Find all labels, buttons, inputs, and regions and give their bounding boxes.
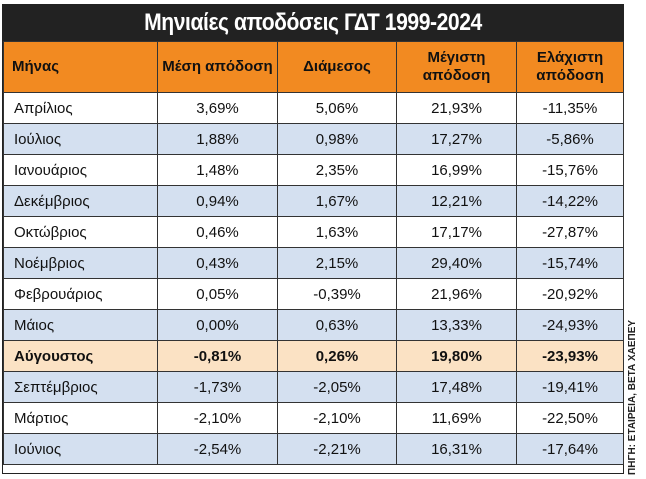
cell-median: 0,26% <box>277 340 397 372</box>
cell-mean: -1,73% <box>157 371 278 403</box>
cell-mean: 3,69% <box>157 92 278 124</box>
cell-median: -0,39% <box>277 278 397 310</box>
cell-max: 17,27% <box>396 123 517 155</box>
table-row: Ιανουάριος 1,48% 2,35% 16,99% -15,76% <box>3 154 624 186</box>
cell-median: 5,06% <box>277 92 397 124</box>
cell-mean: 1,88% <box>157 123 278 155</box>
cell-month: Νοέμβριος <box>3 247 158 279</box>
table-row: Φεβρουάριος 0,05% -0,39% 21,96% -20,92% <box>3 278 624 310</box>
cell-median: 2,35% <box>277 154 397 186</box>
cell-mean: -2,54% <box>157 433 278 465</box>
table-row: Απρίλιος 3,69% 5,06% 21,93% -11,35% <box>3 92 624 124</box>
table-row: Ιούλιος 1,88% 0,98% 17,27% -5,86% <box>3 123 624 155</box>
header-max: Μέγιστη απόδοση <box>396 41 517 93</box>
cell-median: 1,63% <box>277 216 397 248</box>
cell-month: Αύγουστος <box>3 340 158 372</box>
cell-min: -20,92% <box>516 278 624 310</box>
cell-mean: -0,81% <box>157 340 278 372</box>
cell-max: 16,31% <box>396 433 517 465</box>
cell-min: -17,64% <box>516 433 624 465</box>
cell-min: -19,41% <box>516 371 624 403</box>
cell-mean: 0,05% <box>157 278 278 310</box>
header-median: Διάμεσος <box>277 41 397 93</box>
table-row: Οκτώβριος 0,46% 1,63% 17,17% -27,87% <box>3 216 624 248</box>
cell-median: -2,05% <box>277 371 397 403</box>
cell-max: 11,69% <box>396 402 517 434</box>
cell-max: 16,99% <box>396 154 517 186</box>
cell-month: Φεβρουάριος <box>3 278 158 310</box>
cell-max: 17,48% <box>396 371 517 403</box>
table-row: Μάιος 0,00% 0,63% 13,33% -24,93% <box>3 309 624 341</box>
cell-mean: 0,43% <box>157 247 278 279</box>
cell-max: 17,17% <box>396 216 517 248</box>
table-row: Δεκέμβριος 0,94% 1,67% 12,21% -14,22% <box>3 185 624 217</box>
cell-max: 21,96% <box>396 278 517 310</box>
table-row: Νοέμβριος 0,43% 2,15% 29,40% -15,74% <box>3 247 624 279</box>
cell-min: -15,76% <box>516 154 624 186</box>
cell-max: 29,40% <box>396 247 517 279</box>
table-row: Σεπτέμβριος -1,73% -2,05% 17,48% -19,41% <box>3 371 624 403</box>
cell-median: 0,98% <box>277 123 397 155</box>
cell-min: -14,22% <box>516 185 624 217</box>
cell-median: 1,67% <box>277 185 397 217</box>
cell-month: Μάρτιος <box>3 402 158 434</box>
cell-median: -2,10% <box>277 402 397 434</box>
cell-max: 12,21% <box>396 185 517 217</box>
table-row: Ιούνιος -2,54% -2,21% 16,31% -17,64% <box>3 433 624 465</box>
cell-mean: -2,10% <box>157 402 278 434</box>
header-mean: Μέση απόδοση <box>157 41 278 93</box>
cell-month: Δεκέμβριος <box>3 185 158 217</box>
cell-min: -15,74% <box>516 247 624 279</box>
cell-mean: 0,46% <box>157 216 278 248</box>
header-month: Μήνας <box>3 41 158 93</box>
cell-min: -27,87% <box>516 216 624 248</box>
header-min: Ελάχιστη απόδοση <box>516 41 624 93</box>
header-row: Μήνας Μέση απόδοση Διάμεσος Μέγιστη απόδ… <box>3 41 624 93</box>
cell-month: Ιανουάριος <box>3 154 158 186</box>
table-row: Μάρτιος -2,10% -2,10% 11,69% -22,50% <box>3 402 624 434</box>
cell-max: 13,33% <box>396 309 517 341</box>
cell-month: Μάιος <box>3 309 158 341</box>
cell-min: -23,93% <box>516 340 624 372</box>
cell-min: -11,35% <box>516 92 624 124</box>
source-note: ΠΗΓΗ: ΕΤΑΙΡΕΙΑ, ΒΕΤΑ ΧΑΕΠΕΥ <box>627 319 638 475</box>
cell-mean: 0,00% <box>157 309 278 341</box>
cell-month: Ιούλιος <box>3 123 158 155</box>
cell-max: 21,93% <box>396 92 517 124</box>
cell-mean: 0,94% <box>157 185 278 217</box>
cell-median: 2,15% <box>277 247 397 279</box>
cell-median: 0,63% <box>277 309 397 341</box>
cell-min: -24,93% <box>516 309 624 341</box>
cell-month: Απρίλιος <box>3 92 158 124</box>
cell-min: -5,86% <box>516 123 624 155</box>
table-title: Μηνιαίες αποδόσεις ΓΔΤ 1999-2024 <box>40 5 586 41</box>
cell-min: -22,50% <box>516 402 624 434</box>
cell-median: -2,21% <box>277 433 397 465</box>
cell-month: Ιούνιος <box>3 433 158 465</box>
cell-mean: 1,48% <box>157 154 278 186</box>
table-body: Απρίλιος 3,69% 5,06% 21,93% -11,35% Ιούλιος 1,… <box>3 92 624 465</box>
table-row: Αύγουστος -0,81% 0,26% 19,80% -23,93% <box>3 340 624 372</box>
returns-table-panel: Μηνιαίες αποδόσεις ΓΔΤ 1999-2024 Μήνας Μ… <box>2 4 624 474</box>
title-bar: Μηνιαίες αποδόσεις ΓΔΤ 1999-2024 <box>3 5 623 41</box>
returns-table: Μήνας Μέση απόδοση Διάμεσος Μέγιστη απόδ… <box>3 41 624 465</box>
cell-max: 19,80% <box>396 340 517 372</box>
cell-month: Σεπτέμβριος <box>3 371 158 403</box>
cell-month: Οκτώβριος <box>3 216 158 248</box>
